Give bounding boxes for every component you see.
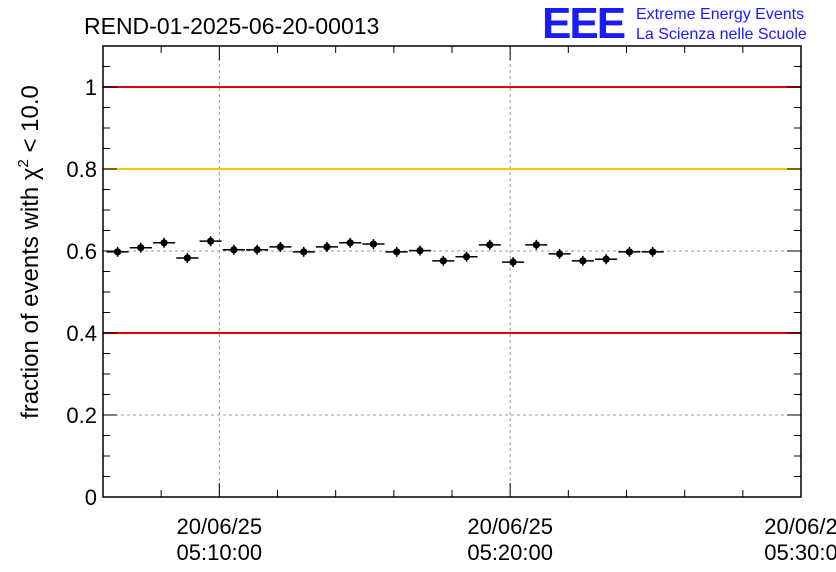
point-marker: [183, 254, 191, 262]
point-marker: [486, 241, 494, 249]
y-axis-label: fraction of events with χ2 < 10.0: [15, 85, 44, 419]
data-point: [153, 237, 176, 248]
logo: EEE Extreme Energy Events La Scienza nel…: [542, 0, 807, 48]
data-point: [106, 246, 129, 257]
point-marker: [649, 248, 657, 256]
x-tick-label-date: 20/06/25: [177, 514, 263, 539]
data-point: [548, 248, 571, 259]
y-tick-label: 0.8: [66, 157, 97, 182]
point-marker: [532, 241, 540, 249]
point-marker: [300, 248, 308, 256]
data-point: [269, 241, 292, 252]
point-marker: [160, 239, 168, 247]
data-point: [641, 246, 664, 257]
point-marker: [556, 250, 564, 258]
point-marker: [207, 237, 215, 245]
point-marker: [323, 243, 331, 251]
x-tick-label-date: 20/06/2: [764, 514, 836, 539]
data-point: [199, 236, 222, 247]
point-marker: [253, 246, 261, 254]
y-tick-label: 0.6: [66, 239, 97, 264]
data-point: [502, 257, 525, 268]
point-marker: [113, 248, 122, 256]
data-point: [595, 254, 618, 265]
x-tick-label-time: 05:20:00: [467, 540, 553, 565]
point-marker: [393, 248, 401, 256]
data-point: [455, 251, 478, 262]
point-marker: [416, 246, 424, 255]
point-marker: [346, 239, 354, 247]
y-tick-label: 1: [85, 75, 97, 100]
point-marker: [462, 253, 471, 261]
data-point: [129, 242, 152, 253]
x-tick-label-time: 05:30:0: [764, 540, 836, 565]
point-marker: [137, 244, 145, 252]
x-tick-label-date: 20/06/25: [467, 514, 553, 539]
reference-lines: [103, 86, 801, 334]
data-point: [432, 255, 455, 266]
point-marker: [625, 248, 634, 256]
data-point: [362, 239, 385, 250]
data-point: [222, 244, 245, 255]
data-point: [292, 246, 315, 257]
y-tick-label: 0.4: [66, 321, 97, 346]
data-point: [385, 246, 408, 257]
point-marker: [579, 257, 587, 265]
y-tick-label: 0: [85, 485, 97, 510]
logo-line-2: La Scienza nelle Scuole: [636, 26, 807, 43]
data-points: [106, 236, 664, 268]
y-tick-label: 0.2: [66, 403, 97, 428]
data-point: [176, 252, 199, 263]
x-tick-label-time: 05:10:00: [177, 540, 263, 565]
data-point: [571, 255, 594, 266]
data-point: [246, 244, 269, 255]
data-point: [408, 245, 432, 256]
data-point: [478, 239, 501, 250]
data-point: [339, 237, 362, 248]
point-marker: [509, 258, 517, 266]
point-marker: [369, 240, 378, 248]
axes: 00.20.40.60.8120/06/2505:10:0020/06/2505…: [66, 45, 836, 565]
logo-line-1: Extreme Energy Events: [636, 6, 804, 23]
point-marker: [439, 257, 447, 265]
point-marker: [276, 243, 285, 251]
data-point: [525, 239, 548, 250]
chart-title: REND-01-2025-06-20-00013: [84, 13, 379, 39]
data-point: [618, 246, 641, 257]
point-marker: [602, 255, 610, 263]
logo-acronym: EEE: [542, 0, 625, 48]
point-marker: [230, 246, 238, 254]
data-point: [315, 241, 338, 252]
